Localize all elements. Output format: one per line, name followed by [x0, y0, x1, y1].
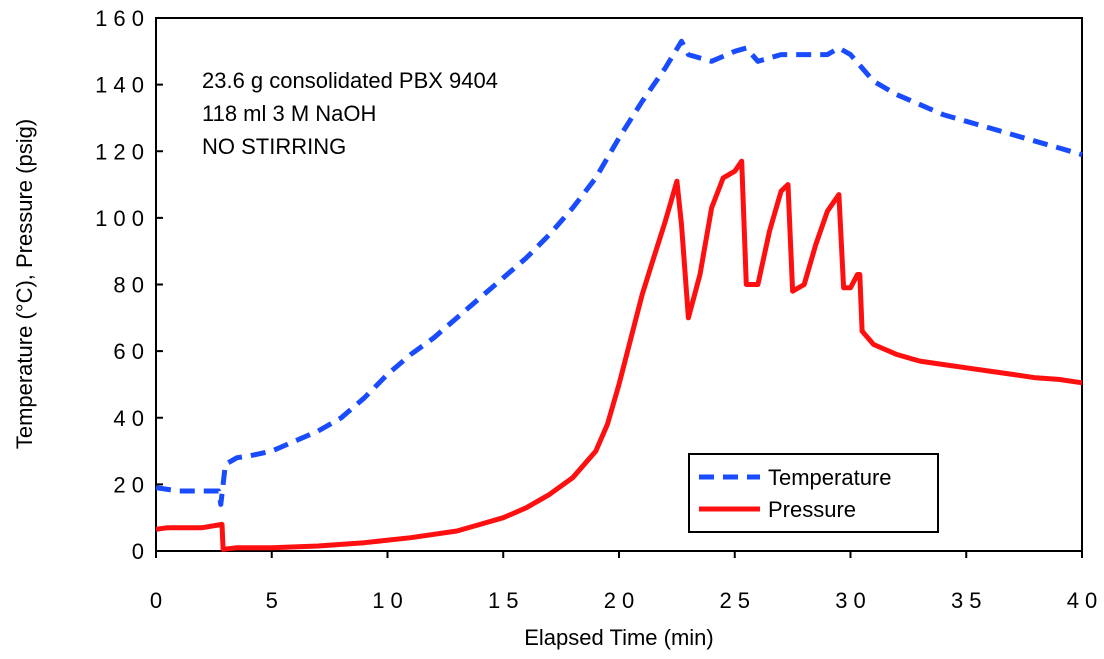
legend-box	[688, 453, 939, 533]
annotation-stirring: NO STIRRING	[202, 134, 346, 159]
x-tick-label: 1 5	[488, 588, 519, 613]
x-tick-label: 3 5	[951, 588, 982, 613]
y-tick-label: 0	[132, 539, 144, 564]
plot-frame	[155, 17, 1083, 552]
legend: Temperature Pressure	[688, 453, 939, 533]
y-tick-label: 6 0	[113, 339, 144, 364]
series-line-pressure	[155, 158, 1083, 552]
legend-label-pressure: Pressure	[768, 497, 856, 522]
annotation-solution: 118 ml 3 M NaOH	[202, 101, 376, 126]
ticks-layer: 0 5 1 0 1 5 2 0 2 5 3 0 3 5 4 0 0 2 0 4 0 6 0 8 0 1 0 …	[95, 6, 1097, 613]
x-tick-label: 3 0	[835, 588, 866, 613]
x-tick-label: 2 5	[719, 588, 750, 613]
legend-label-temperature: Temperature	[768, 465, 892, 490]
x-tick-label: 1 0	[372, 588, 403, 613]
annotation-sample: 23.6 g consolidated PBX 9404	[202, 68, 498, 93]
y-tick-label: 4 0	[113, 406, 144, 431]
x-tick-label: 4 0	[1067, 588, 1098, 613]
y-tick-label: 1 2 0	[95, 139, 144, 164]
series-layer	[155, 38, 1083, 552]
y-tick-label: 2 0	[113, 472, 144, 497]
plot-area	[155, 17, 1083, 552]
annotation-block: 23.6 g consolidated PBX 9404 118 ml 3 M …	[202, 68, 498, 159]
x-axis-title: Elapsed Time (min)	[524, 625, 714, 650]
y-tick-label: 1 4 0	[95, 73, 144, 98]
y-tick-label: 8 0	[113, 273, 144, 298]
y-tick-label: 1 0 0	[95, 206, 144, 231]
y-axis-title: Temperature (°C), Pressure (psig)	[12, 119, 37, 449]
y-tick-label: 1 6 0	[95, 6, 144, 31]
x-tick-label: 0	[150, 588, 162, 613]
x-tick-label: 5	[266, 588, 278, 613]
x-tick-label: 2 0	[604, 588, 635, 613]
